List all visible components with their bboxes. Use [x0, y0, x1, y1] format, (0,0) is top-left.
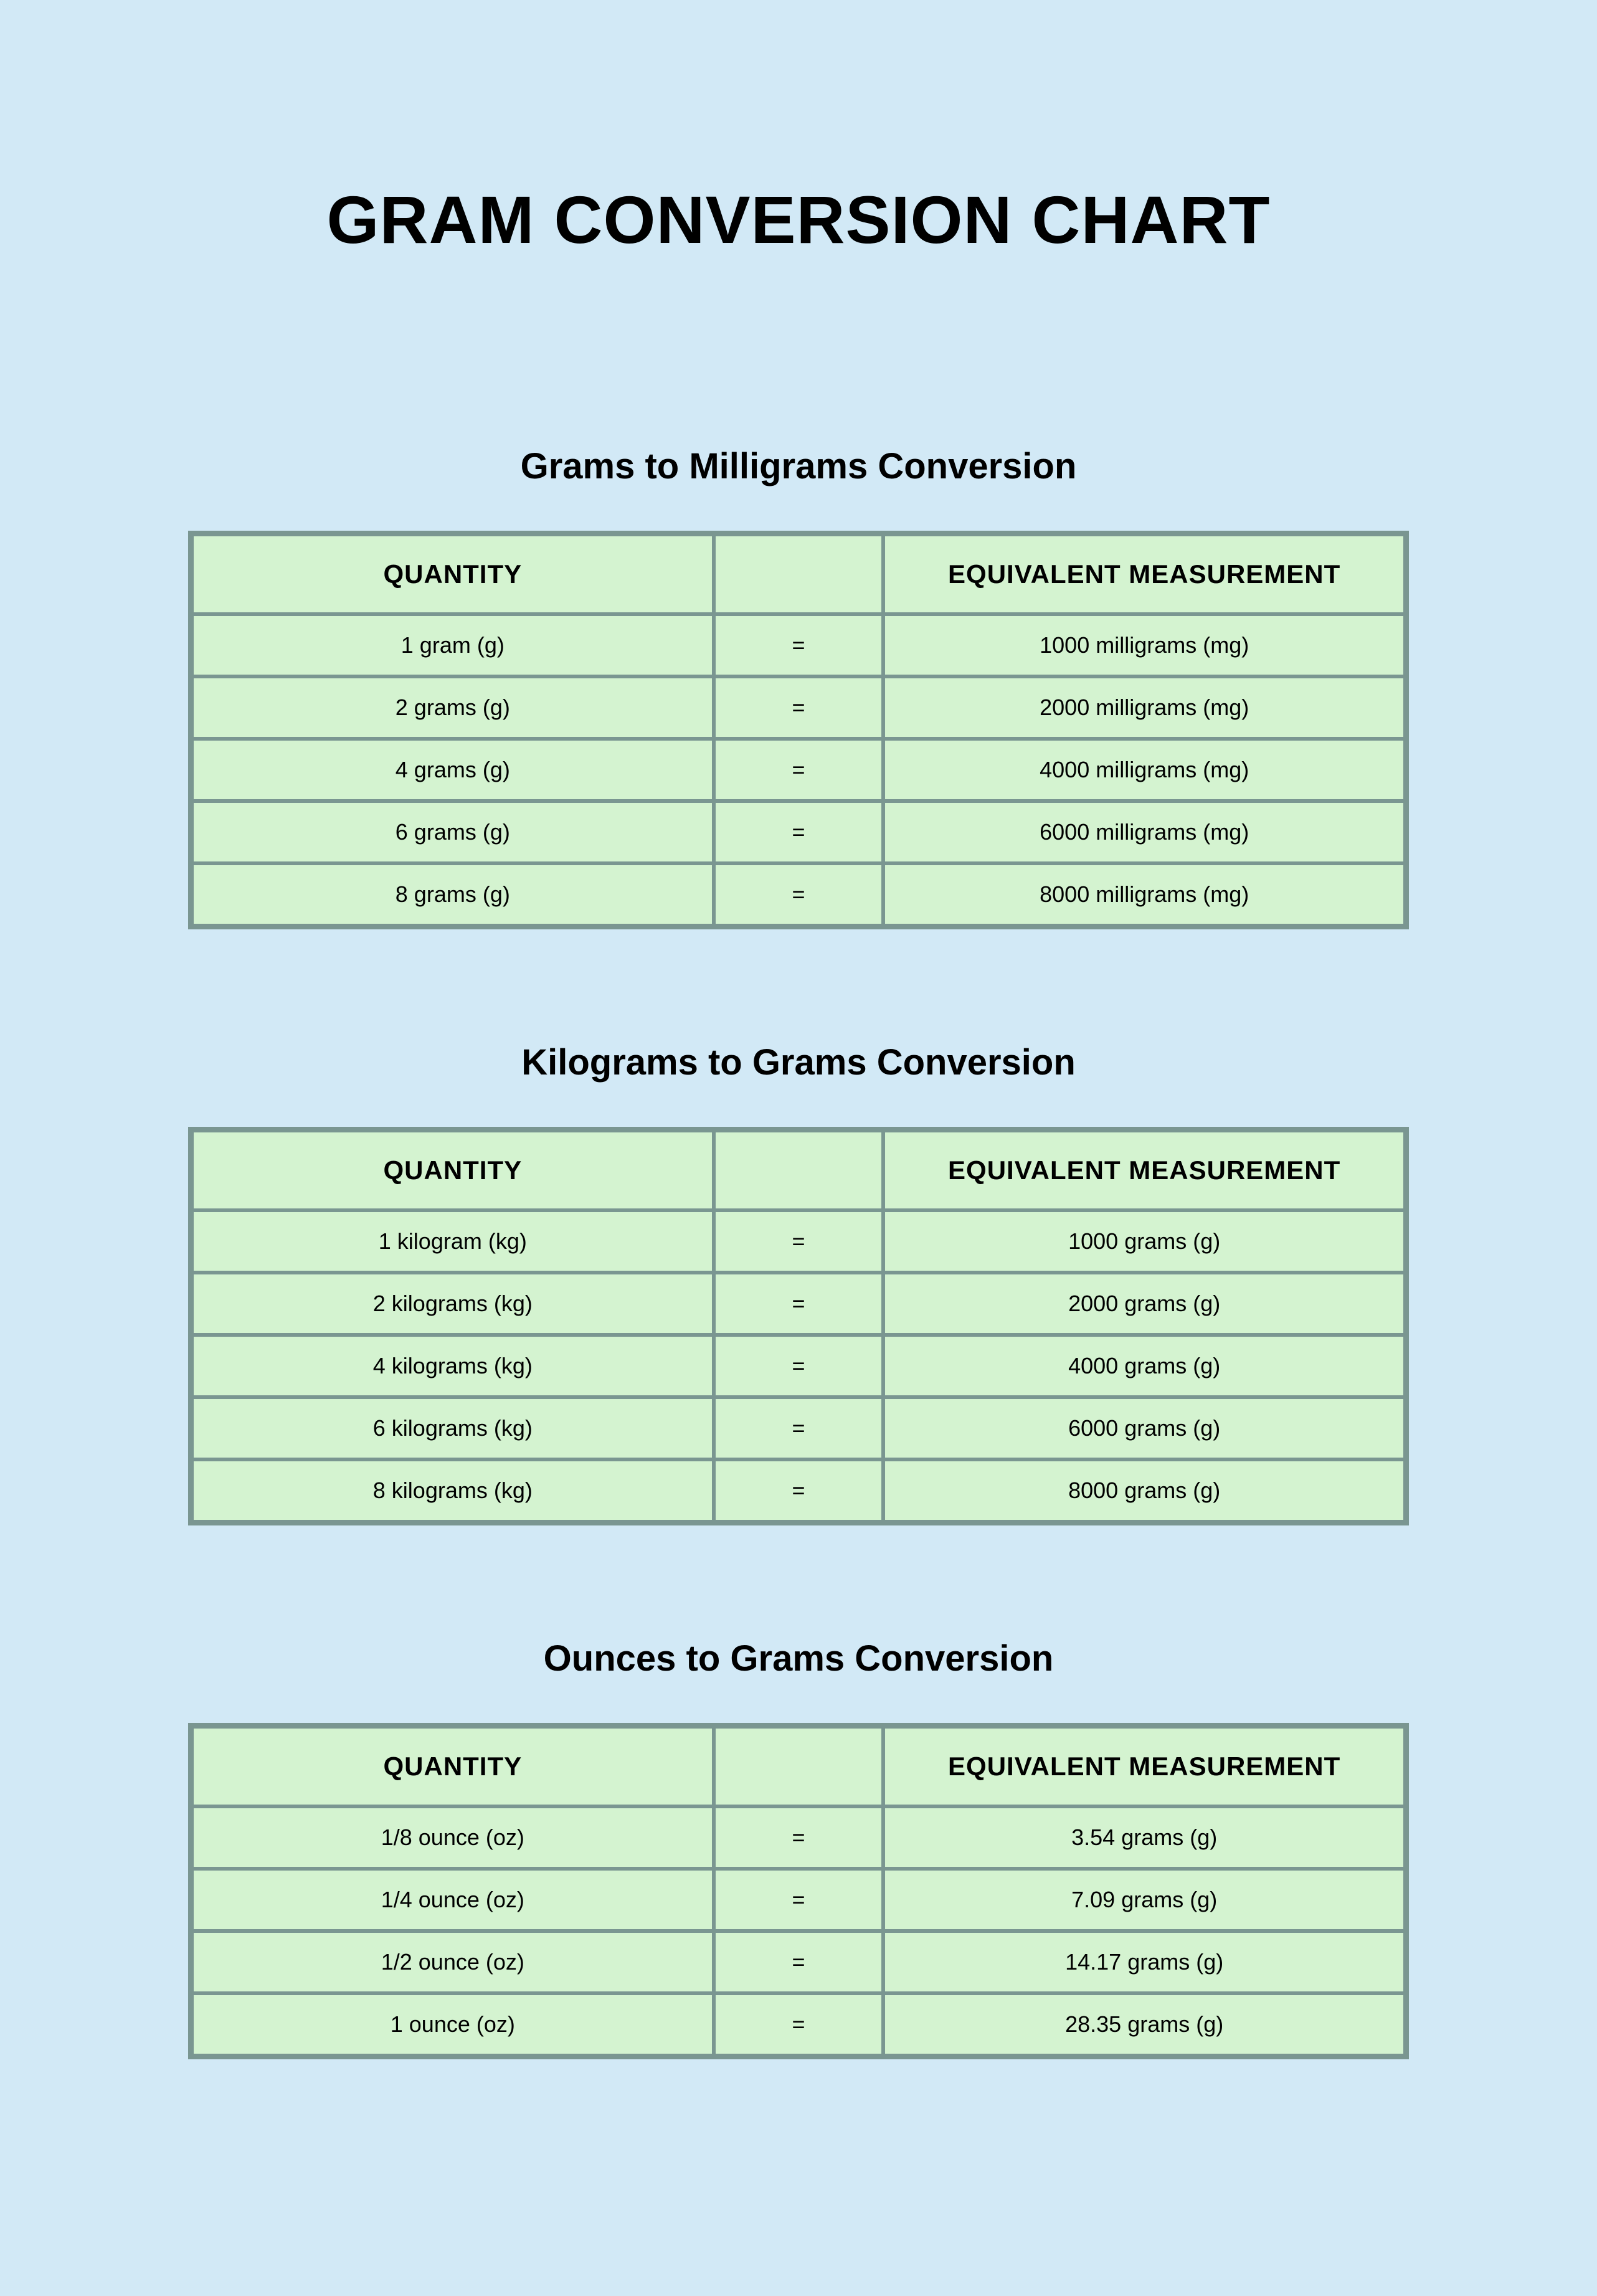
- equals-cell: =: [714, 614, 884, 676]
- equals-cell: =: [714, 801, 884, 863]
- equals-cell: =: [714, 739, 884, 801]
- table-row: 6 grams (g)=6000 milligrams (mg): [192, 801, 1405, 863]
- conversion-table: QUANTITYEQUIVALENT MEASUREMENT1/8 ounce …: [188, 1723, 1409, 2059]
- col-header-equals: [714, 534, 884, 614]
- table-row: 8 kilograms (kg)=8000 grams (g): [192, 1459, 1405, 1522]
- col-header-equals: [714, 1131, 884, 1210]
- conversion-table: QUANTITYEQUIVALENT MEASUREMENT1 kilogram…: [188, 1127, 1409, 1525]
- measurement-cell: 6000 milligrams (mg): [883, 801, 1405, 863]
- measurement-cell: 1000 milligrams (mg): [883, 614, 1405, 676]
- col-header-equals: [714, 1727, 884, 1806]
- table-row: 4 grams (g)=4000 milligrams (mg): [192, 739, 1405, 801]
- measurement-cell: 14.17 grams (g): [883, 1931, 1405, 1993]
- equals-cell: =: [714, 1335, 884, 1397]
- quantity-cell: 4 kilograms (kg): [192, 1335, 714, 1397]
- quantity-cell: 2 grams (g): [192, 676, 714, 739]
- equals-cell: =: [714, 1806, 884, 1869]
- equals-cell: =: [714, 1869, 884, 1931]
- col-header-quantity: QUANTITY: [192, 534, 714, 614]
- equals-cell: =: [714, 1210, 884, 1273]
- measurement-cell: 3.54 grams (g): [883, 1806, 1405, 1869]
- quantity-cell: 1 gram (g): [192, 614, 714, 676]
- col-header-quantity: QUANTITY: [192, 1727, 714, 1806]
- quantity-cell: 6 kilograms (kg): [192, 1397, 714, 1459]
- conversion-table: QUANTITYEQUIVALENT MEASUREMENT1 gram (g)…: [188, 531, 1409, 929]
- section-title: Grams to Milligrams Conversion: [188, 445, 1409, 487]
- table-row: 6 kilograms (kg)=6000 grams (g): [192, 1397, 1405, 1459]
- equals-cell: =: [714, 1931, 884, 1993]
- table-row: 1 gram (g)=1000 milligrams (mg): [192, 614, 1405, 676]
- equals-cell: =: [714, 676, 884, 739]
- measurement-cell: 4000 grams (g): [883, 1335, 1405, 1397]
- col-header-equivalent: EQUIVALENT MEASUREMENT: [883, 1131, 1405, 1210]
- table-row: 1/2 ounce (oz)=14.17 grams (g): [192, 1931, 1405, 1993]
- conversion-section: Grams to Milligrams Conversion QUANTITY EQ…: [188, 445, 1409, 929]
- col-header-equivalent: EQUIVALENT MEASUREMENT: [883, 534, 1405, 614]
- quantity-cell: 6 grams (g): [192, 801, 714, 863]
- col-header-equivalent: EQUIVALENT MEASUREMENT: [883, 1727, 1405, 1806]
- quantity-cell: 8 grams (g): [192, 863, 714, 926]
- quantity-cell: 4 grams (g): [192, 739, 714, 801]
- measurement-cell: 7.09 grams (g): [883, 1869, 1405, 1931]
- measurement-cell: 4000 milligrams (mg): [883, 739, 1405, 801]
- table-row: 8 grams (g)=8000 milligrams (mg): [192, 863, 1405, 926]
- equals-cell: =: [714, 1273, 884, 1335]
- measurement-cell: 6000 grams (g): [883, 1397, 1405, 1459]
- measurement-cell: 1000 grams (g): [883, 1210, 1405, 1273]
- conversion-section: Ounces to Grams Conversion QUANTITY EQUIVA…: [188, 1638, 1409, 2059]
- table-row: 1 kilogram (kg)=1000 grams (g): [192, 1210, 1405, 1273]
- quantity-cell: 1 kilogram (kg): [192, 1210, 714, 1273]
- table-row: 1/8 ounce (oz)=3.54 grams (g): [192, 1806, 1405, 1869]
- section-title: Kilograms to Grams Conversion: [188, 1041, 1409, 1083]
- table-row: 1/4 ounce (oz)=7.09 grams (g): [192, 1869, 1405, 1931]
- equals-cell: =: [714, 1993, 884, 2056]
- table-row: 1 ounce (oz)=28.35 grams (g): [192, 1993, 1405, 2056]
- quantity-cell: 1/8 ounce (oz): [192, 1806, 714, 1869]
- table-row: 2 grams (g)=2000 milligrams (mg): [192, 676, 1405, 739]
- equals-cell: =: [714, 863, 884, 926]
- equals-cell: =: [714, 1459, 884, 1522]
- section-title: Ounces to Grams Conversion: [188, 1638, 1409, 1679]
- quantity-cell: 2 kilograms (kg): [192, 1273, 714, 1335]
- page-title: GRAM CONVERSION CHART: [0, 0, 1597, 445]
- measurement-cell: 2000 grams (g): [883, 1273, 1405, 1335]
- table-row: 2 kilograms (kg)=2000 grams (g): [192, 1273, 1405, 1335]
- quantity-cell: 1/2 ounce (oz): [192, 1931, 714, 1993]
- quantity-cell: 8 kilograms (kg): [192, 1459, 714, 1522]
- conversion-section: Kilograms to Grams Conversion QUANTITY EQU…: [188, 1041, 1409, 1525]
- col-header-quantity: QUANTITY: [192, 1131, 714, 1210]
- equals-cell: =: [714, 1397, 884, 1459]
- measurement-cell: 28.35 grams (g): [883, 1993, 1405, 2056]
- table-row: 4 kilograms (kg)=4000 grams (g): [192, 1335, 1405, 1397]
- measurement-cell: 2000 milligrams (mg): [883, 676, 1405, 739]
- quantity-cell: 1/4 ounce (oz): [192, 1869, 714, 1931]
- quantity-cell: 1 ounce (oz): [192, 1993, 714, 2056]
- measurement-cell: 8000 milligrams (mg): [883, 863, 1405, 926]
- measurement-cell: 8000 grams (g): [883, 1459, 1405, 1522]
